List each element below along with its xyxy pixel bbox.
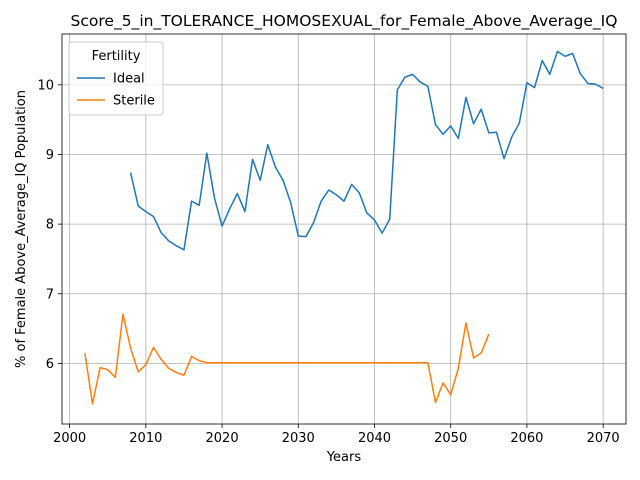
grid (62, 34, 626, 424)
y-tick-label: 8 (46, 218, 54, 233)
x-axis-label: Years (326, 450, 362, 465)
legend-box (68, 41, 164, 116)
x-tick-label: 2070 (587, 431, 620, 446)
y-axis: 6 7 8 9 10 (37, 78, 62, 372)
chart-title: Score_5_in_TOLERANCE_HOMOSEXUAL_for_Fema… (71, 12, 618, 31)
y-tick-label: 10 (37, 78, 54, 93)
series-lines (84, 50, 604, 405)
legend-title: Fertility (92, 49, 141, 64)
x-tick-label: 2020 (206, 431, 239, 446)
x-tick-label: 2050 (434, 431, 467, 446)
y-tick-label: 6 (46, 357, 54, 372)
x-tick-label: 2030 (282, 431, 315, 446)
legend: Fertility Ideal Sterile (68, 41, 164, 116)
legend-label-sterile: Sterile (113, 94, 155, 109)
series-line-ideal (129, 50, 604, 251)
y-axis-label: % of Female Above_Average_IQ Population (14, 90, 29, 368)
x-tick-label: 2000 (53, 431, 86, 446)
legend-label-ideal: Ideal (113, 72, 145, 87)
x-tick-label: 2010 (129, 431, 162, 446)
x-tick-label: 2060 (510, 431, 543, 446)
y-tick-label: 7 (46, 287, 54, 302)
plot-frame (61, 33, 627, 425)
x-axis: 2000 2010 2020 2030 2040 2050 2060 2070 (53, 424, 620, 446)
y-tick-label: 9 (46, 148, 54, 163)
series-line-sterile (84, 313, 490, 405)
x-tick-label: 2040 (358, 431, 391, 446)
